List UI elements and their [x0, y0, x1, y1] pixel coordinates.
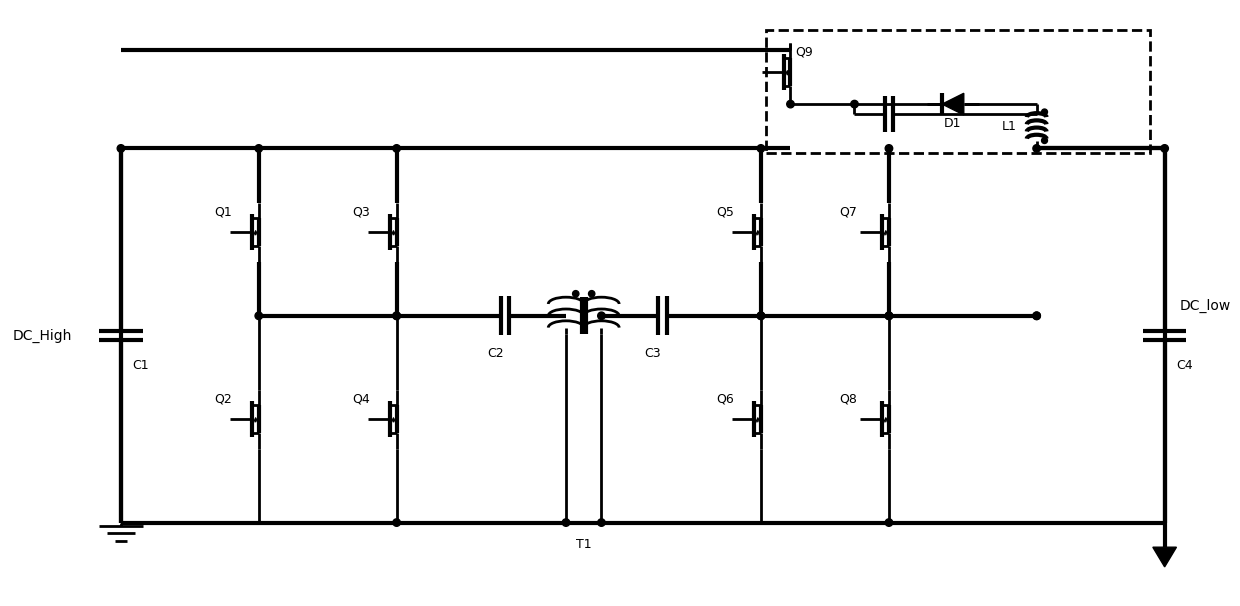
Circle shape [562, 519, 569, 527]
Circle shape [885, 312, 893, 319]
Circle shape [573, 291, 579, 297]
Polygon shape [1153, 547, 1177, 567]
Circle shape [393, 312, 401, 319]
Text: C1: C1 [133, 359, 149, 371]
Circle shape [758, 145, 765, 152]
Text: L1: L1 [1002, 120, 1017, 133]
Circle shape [393, 312, 401, 319]
Text: C2: C2 [487, 347, 503, 360]
Circle shape [598, 312, 605, 319]
Circle shape [1161, 145, 1168, 152]
Text: Q3: Q3 [352, 206, 370, 219]
Text: Q5: Q5 [717, 206, 734, 219]
Text: Q1: Q1 [215, 206, 232, 219]
Circle shape [118, 145, 125, 152]
Circle shape [758, 312, 765, 319]
Circle shape [255, 145, 263, 152]
Circle shape [885, 145, 893, 152]
Text: C4: C4 [1177, 359, 1193, 371]
Text: Q7: Q7 [839, 206, 858, 219]
Text: Q6: Q6 [717, 393, 734, 406]
Bar [766, 30, 1149, 153]
Circle shape [393, 145, 401, 152]
Circle shape [1033, 145, 1040, 152]
Text: Q2: Q2 [215, 393, 232, 406]
Circle shape [758, 312, 765, 319]
Circle shape [255, 312, 263, 319]
Text: Q8: Q8 [839, 393, 858, 406]
Text: DC_low: DC_low [1179, 299, 1230, 313]
Circle shape [1033, 312, 1040, 319]
Text: DC_High: DC_High [12, 328, 72, 342]
Circle shape [1042, 109, 1048, 115]
Text: Q9: Q9 [795, 46, 813, 59]
Text: T1: T1 [575, 538, 591, 551]
Circle shape [393, 519, 401, 527]
Circle shape [851, 101, 858, 108]
Text: C3: C3 [645, 347, 661, 360]
Circle shape [786, 101, 795, 108]
Circle shape [598, 519, 605, 527]
Circle shape [1033, 312, 1040, 319]
Text: Q4: Q4 [352, 393, 370, 406]
Text: D1: D1 [944, 118, 962, 130]
Circle shape [885, 312, 893, 319]
Circle shape [885, 519, 893, 527]
Polygon shape [942, 93, 963, 115]
Circle shape [1042, 138, 1048, 144]
Circle shape [589, 291, 595, 297]
